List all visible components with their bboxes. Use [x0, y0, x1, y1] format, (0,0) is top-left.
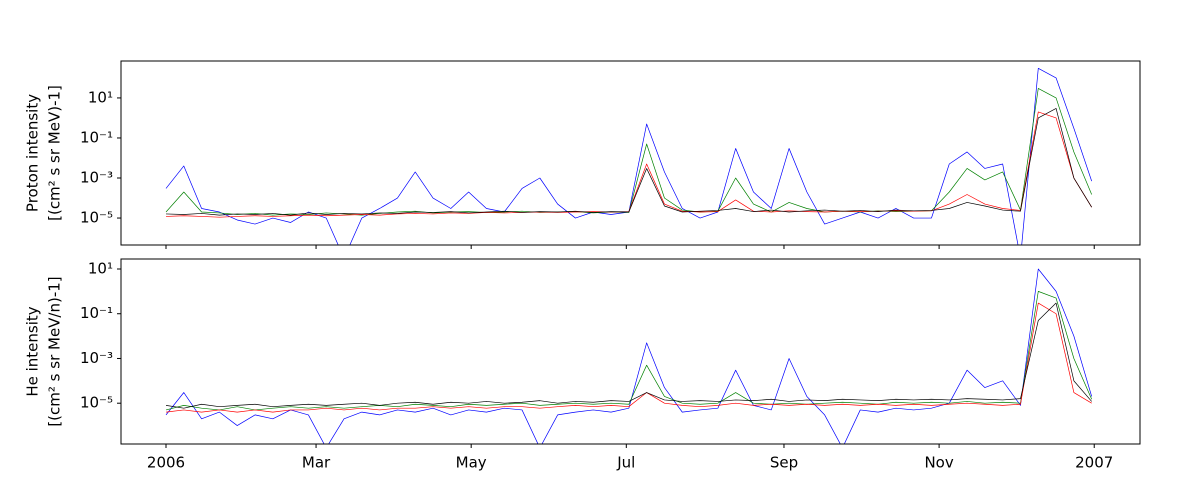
series-line — [165, 302, 1092, 409]
y-tick-label: 10⁻³ — [80, 349, 113, 367]
y-axis-label: He intensity — [24, 306, 42, 396]
series-line — [165, 68, 1093, 245]
x-tick-label: 2006 — [147, 454, 185, 472]
y-tick-label: 10⁻⁵ — [80, 209, 113, 227]
y-axis-label: Proton intensity — [24, 94, 42, 212]
x-tick-label: Mar — [302, 454, 331, 472]
series-line — [165, 302, 1092, 413]
x-tick-label: 2007 — [1075, 454, 1113, 472]
series-line — [165, 111, 1092, 218]
axes-frame — [120, 258, 1141, 445]
series-line — [165, 108, 1092, 216]
x-tick-label: May — [456, 454, 487, 472]
y-tick-label: 10⁻³ — [80, 169, 113, 187]
series-line — [165, 268, 1093, 444]
y-tick-label: 10¹ — [88, 260, 113, 278]
y-axis-label: [(cm² s sr MeV/n)-1] — [46, 276, 64, 426]
y-tick-label: 10⁻¹ — [80, 128, 113, 146]
axes-frame — [120, 60, 1141, 246]
x-tick-label: Nov — [924, 454, 953, 472]
series-line — [165, 88, 1093, 216]
series-line — [165, 291, 1093, 411]
plot-area — [165, 68, 1093, 245]
plot-area — [165, 268, 1093, 444]
y-tick-label: 10⁻¹ — [80, 304, 113, 322]
x-tick-label: Sep — [770, 454, 798, 472]
y-tick-label: 10⁻⁵ — [80, 394, 113, 412]
x-tick-label: Jul — [616, 454, 635, 472]
y-tick-label: 10¹ — [88, 88, 113, 106]
y-axis-label: [(cm² s sr MeV)-1] — [46, 85, 64, 221]
